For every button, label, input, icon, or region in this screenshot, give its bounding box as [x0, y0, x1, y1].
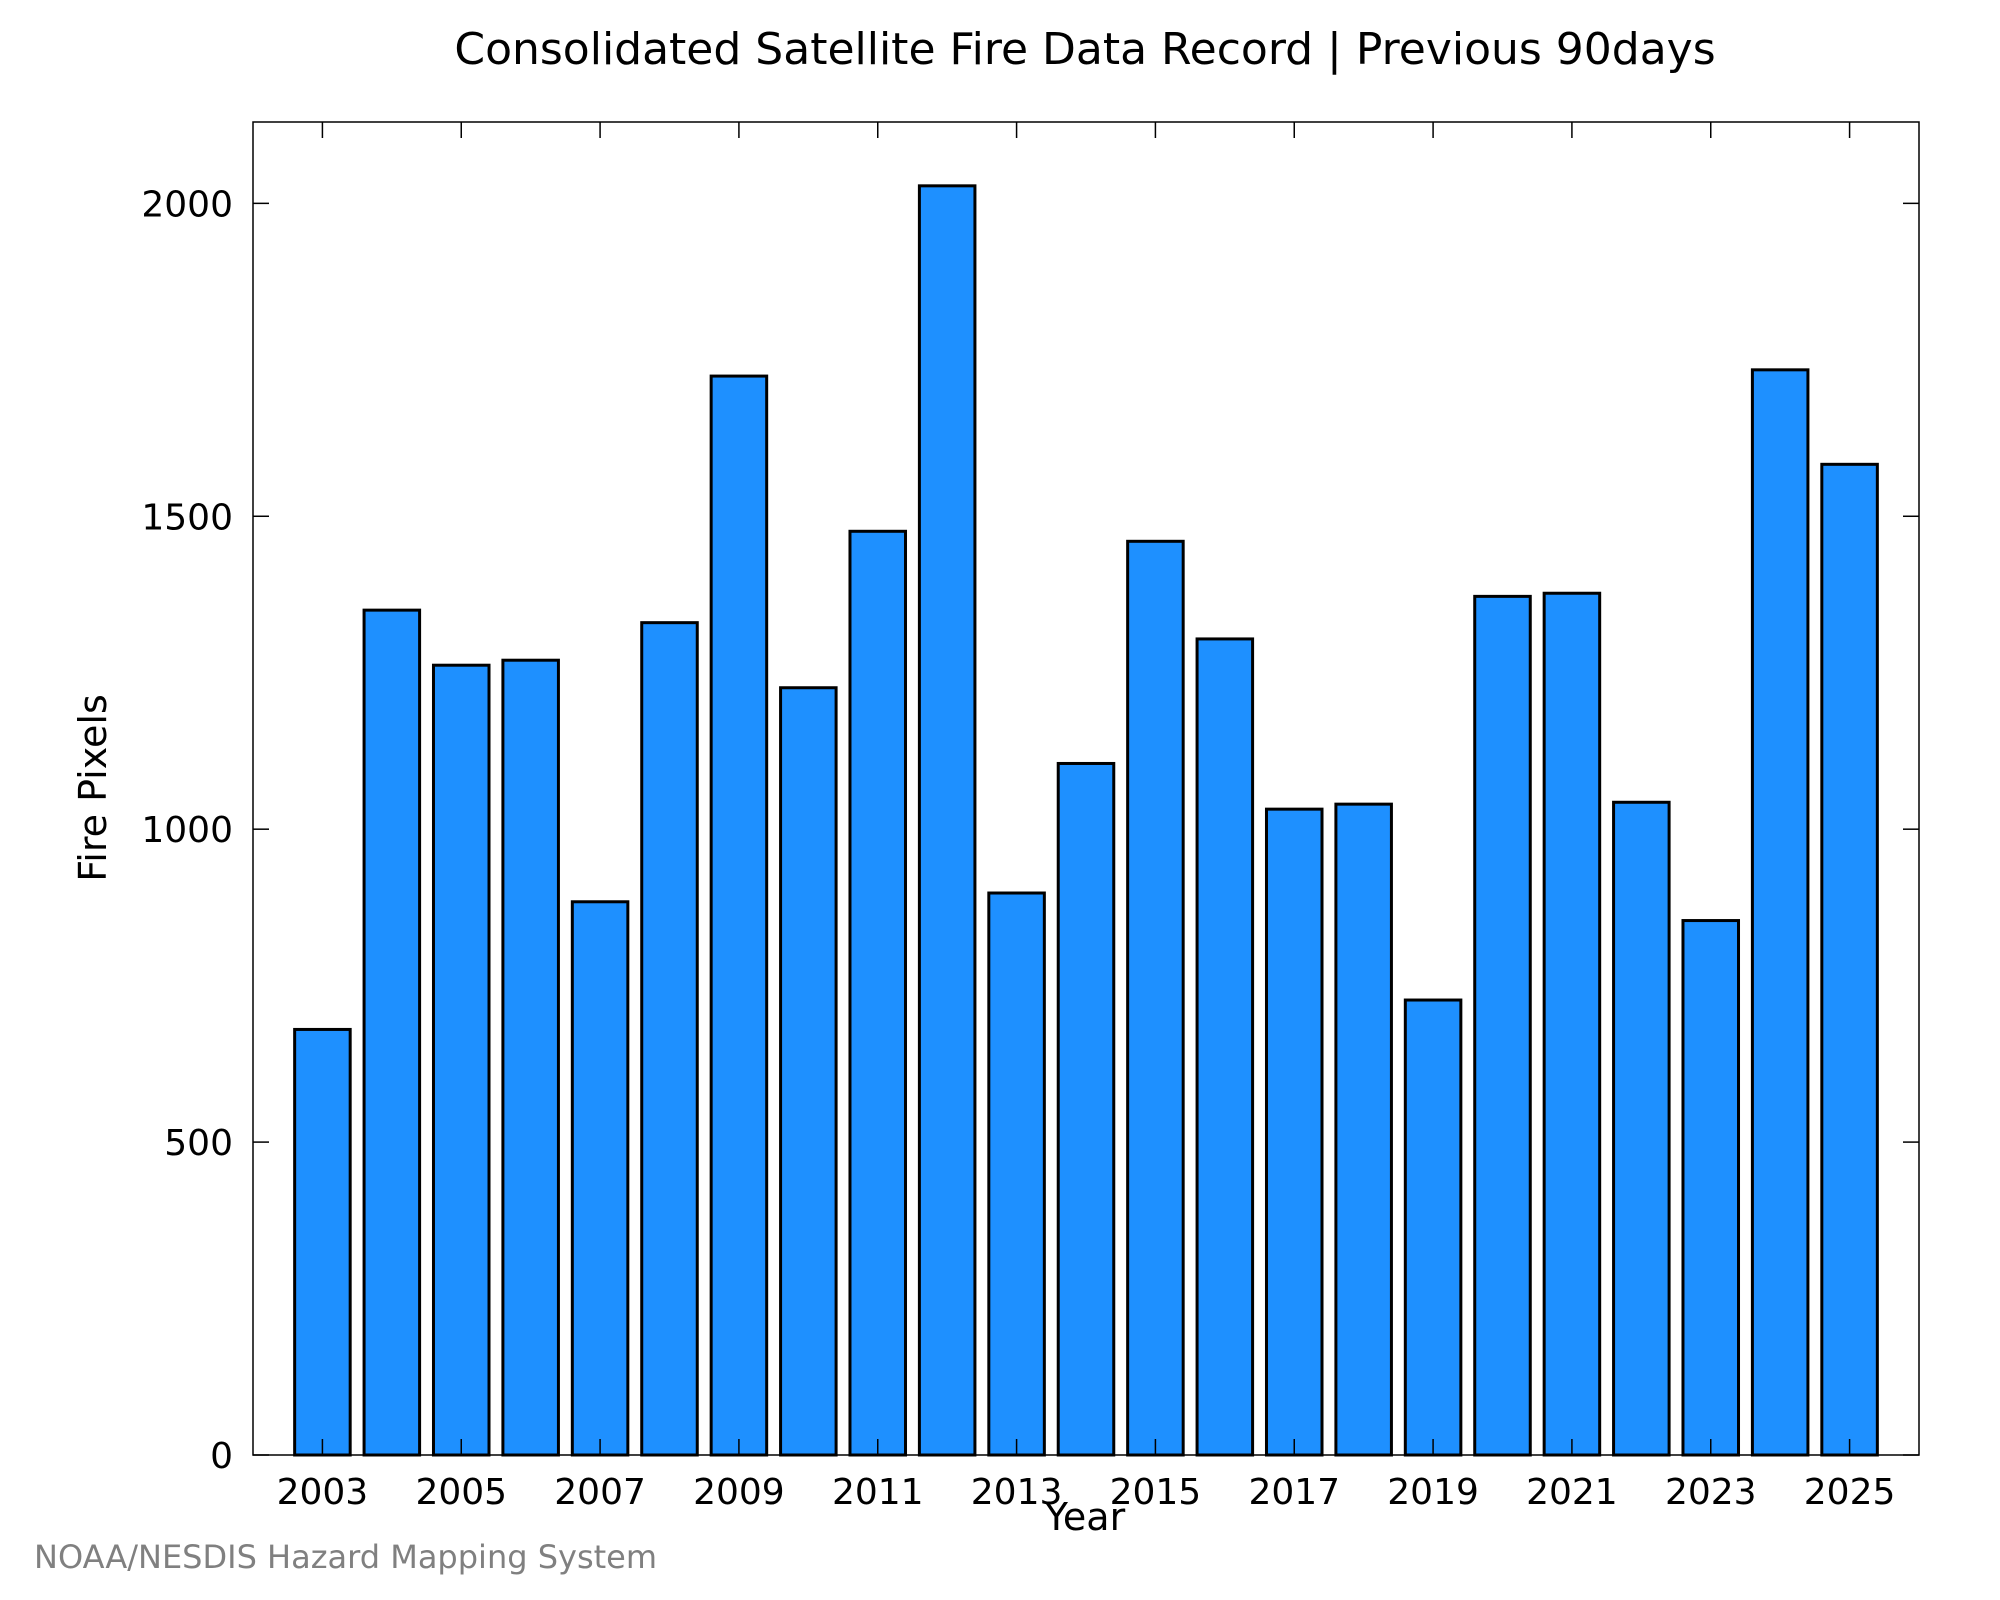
y-tick-label: 0: [210, 1436, 233, 1477]
bar-2023: [1681, 919, 1741, 1457]
bar-2018: [1334, 802, 1393, 1457]
bar-2003: [293, 1027, 352, 1457]
bar-2013: [987, 891, 1046, 1457]
x-tick-label: 2025: [1804, 1472, 1896, 1513]
axis-ticks: [253, 122, 1919, 1456]
plot-area-frame: [252, 121, 1920, 1456]
y-tick-label: 1000: [141, 810, 233, 851]
x-tick-label: 2013: [971, 1472, 1063, 1513]
x-axis-tick-labels: 2003 2005 2007 2009 2011 2013 2015 2017 2019 2021…: [277, 1472, 1896, 1513]
x-tick-label: 2023: [1665, 1472, 1757, 1513]
source-credit: NOAA/NESDIS Hazard Mapping System: [34, 1538, 658, 1576]
bar-2014: [1056, 761, 1116, 1457]
bar-2025: [1820, 462, 1879, 1457]
bar-2011: [848, 529, 908, 1457]
bar-2004: [362, 608, 422, 1457]
bar-2022: [1612, 800, 1671, 1457]
bar-2020: [1473, 594, 1532, 1457]
y-tick-label: 500: [164, 1123, 233, 1164]
bar-2006: [501, 658, 560, 1457]
bar-2012: [917, 184, 977, 1457]
x-tick-label: 2015: [1110, 1472, 1202, 1513]
y-axis-tick-labels: 0 500 1000 1500 2000: [141, 184, 233, 1477]
x-tick-label: 2011: [832, 1472, 924, 1513]
chart-title: Consolidated Satellite Fire Data Record …: [454, 24, 1715, 75]
x-axis-label: Year: [1044, 1495, 1126, 1539]
x-tick-label: 2021: [1526, 1472, 1618, 1513]
x-tick-label: 2005: [415, 1472, 507, 1513]
y-tick-label: 2000: [141, 184, 233, 225]
x-tick-label: 2007: [554, 1472, 646, 1513]
x-tick-label: 2017: [1248, 1472, 1340, 1513]
bar-2016: [1195, 637, 1255, 1457]
bar-2015: [1126, 539, 1185, 1457]
bar-2019: [1403, 998, 1463, 1457]
bar-2010: [779, 686, 838, 1457]
bar-series: [293, 184, 1879, 1457]
bar-2017: [1264, 807, 1324, 1457]
bar-2021: [1542, 591, 1602, 1457]
bar-2007: [570, 900, 630, 1457]
x-tick-label: 2009: [693, 1472, 785, 1513]
y-axis-label: Fire Pixels: [71, 694, 115, 882]
bar-2005: [431, 663, 491, 1457]
y-tick-label: 1500: [141, 497, 233, 538]
bar-2009: [709, 374, 769, 1457]
bar-2024: [1750, 368, 1810, 1457]
x-tick-label: 2019: [1387, 1472, 1479, 1513]
bar-2008: [640, 621, 699, 1457]
x-tick-label: 2003: [277, 1472, 369, 1513]
